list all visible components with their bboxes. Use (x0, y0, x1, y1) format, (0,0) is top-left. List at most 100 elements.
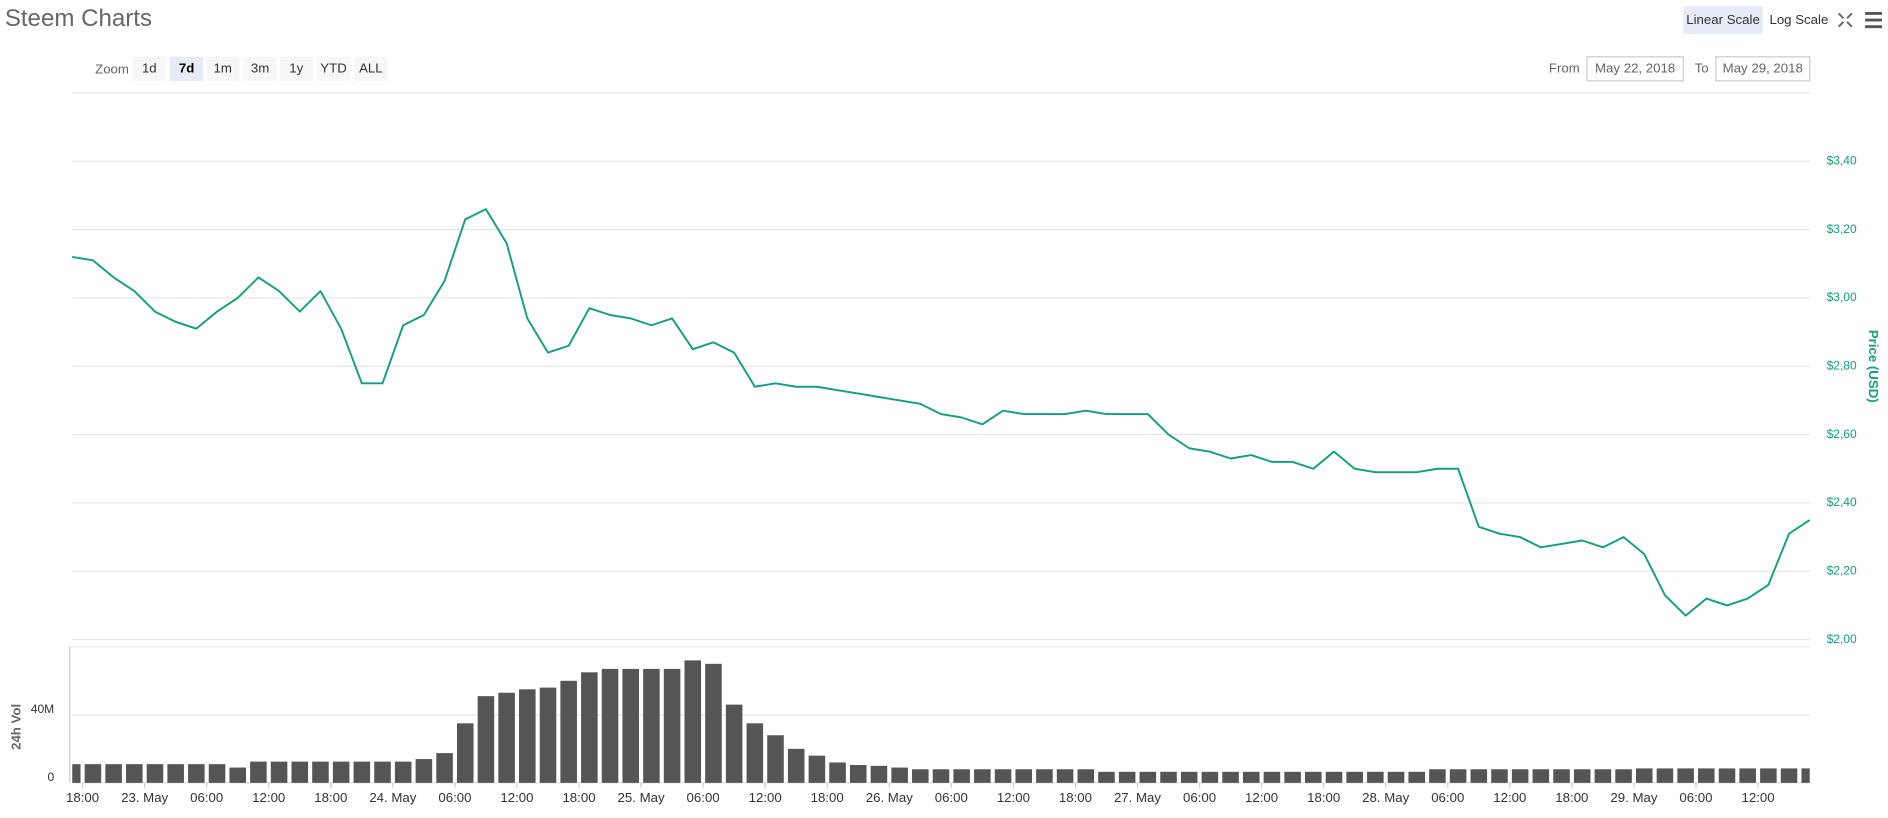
volume-bar (705, 663, 722, 783)
volume-bar (1118, 771, 1136, 783)
button-label: ALL (359, 60, 383, 75)
x-tick-label: 18:00 (562, 790, 595, 805)
zoom-button[interactable]: ALL (354, 56, 388, 81)
volume-bar (1760, 768, 1777, 783)
zoom-button[interactable]: 1d (132, 56, 167, 81)
x-tick-label: 26. May (866, 790, 913, 805)
volume-bar (436, 753, 453, 783)
from-input[interactable]: May 22, 2018 (1586, 56, 1684, 82)
volume-bar (291, 761, 309, 783)
volume-bar (126, 764, 143, 783)
volume-bar (1511, 769, 1529, 783)
volume-bar (1449, 769, 1467, 783)
button-bg (279, 56, 314, 81)
price-line (72, 208, 1811, 617)
volume-bar (312, 761, 329, 783)
menu-icon[interactable] (1865, 12, 1882, 29)
fullscreen-icon[interactable] (1837, 12, 1853, 28)
to-label: To (1695, 60, 1709, 75)
volume-bar (1615, 769, 1632, 783)
x-tick-label: 28. May (1362, 790, 1409, 805)
volume-bar (932, 769, 950, 783)
volume-bar (1367, 771, 1384, 783)
x-tick-label: 06:00 (1679, 790, 1712, 805)
zoom-button[interactable]: YTD (316, 56, 351, 81)
volume-bar (1263, 771, 1281, 783)
volume-bar (519, 689, 536, 783)
scale-button[interactable]: Log Scale (1769, 12, 1828, 27)
button-label: 7d (179, 60, 194, 75)
volume-bar (1015, 769, 1033, 783)
volume-bar (105, 764, 122, 783)
zoom-button[interactable]: 7d (169, 56, 204, 81)
volume-bar (1242, 771, 1260, 783)
button-label: Log Scale (1769, 12, 1828, 27)
volume-bar (1470, 769, 1488, 783)
volume-bar (1139, 771, 1157, 783)
to-input[interactable]: May 29, 2018 (1715, 56, 1811, 82)
x-tick-label: 18:00 (314, 790, 347, 805)
button-label: YTD (320, 60, 346, 75)
fullscreen-glyph (1837, 12, 1853, 28)
volume-bar (1387, 771, 1405, 783)
volume-bar (146, 764, 164, 783)
volume-bar (477, 696, 495, 783)
x-tick-label: 25. May (618, 790, 665, 805)
chart-title: Steem Charts (5, 5, 152, 32)
volume-bar (1056, 769, 1074, 783)
volume-bar (1098, 771, 1115, 783)
y-tick-label: $3,40 (1827, 153, 1857, 167)
volume-bar (870, 765, 888, 783)
volume-bar (787, 748, 805, 783)
input-box (1586, 56, 1684, 82)
button-bg (354, 56, 388, 81)
volume-bar (581, 672, 598, 783)
x-tick-label: 12:00 (1741, 790, 1774, 805)
volume-bar (1491, 769, 1508, 783)
button-label: 1y (289, 60, 303, 75)
x-tick-label: 06:00 (1183, 790, 1216, 805)
button-bg (243, 56, 277, 81)
x-tick-label: 06:00 (687, 790, 720, 805)
zoom-button[interactable]: 1m (205, 56, 240, 81)
volume-bar (1677, 768, 1694, 783)
volume-bar (746, 723, 764, 783)
volume-bar (250, 761, 267, 783)
zoom-button[interactable]: 3m (243, 56, 277, 81)
volume-bar (1553, 769, 1570, 783)
volume-bar (1739, 768, 1756, 783)
x-tick-label: 06:00 (438, 790, 471, 805)
button-label: 1m (214, 60, 232, 75)
x-tick-label: 18:00 (811, 790, 844, 805)
x-tick-label: 12:00 (749, 790, 782, 805)
volume-bar (188, 764, 205, 783)
volume-bar (456, 723, 474, 783)
volume-bar (1284, 771, 1301, 783)
volume-bar (1180, 771, 1198, 783)
volume-bar (1594, 769, 1612, 783)
volume-bar (725, 704, 743, 783)
scale-button[interactable]: Linear Scale (1683, 6, 1763, 34)
volume-bar (1780, 768, 1798, 783)
volume-bar (1532, 769, 1550, 783)
x-tick-label: 12:00 (997, 790, 1030, 805)
volume-bar (643, 668, 660, 783)
input-box (1715, 56, 1811, 82)
x-tick-label: 12:00 (500, 790, 533, 805)
zoom-button[interactable]: 1y (279, 56, 314, 81)
y-tick-label: $3,00 (1827, 290, 1857, 304)
volume-bar (539, 687, 557, 783)
volume-bar (1325, 771, 1343, 783)
x-tick-label: 18:00 (1059, 790, 1092, 805)
x-tick-label: 06:00 (1431, 790, 1464, 805)
x-tick-label: 18:00 (1555, 790, 1588, 805)
volume-bar (208, 764, 226, 783)
x-tick-label: 24. May (369, 790, 416, 805)
button-bg (169, 56, 204, 81)
volume-bar (974, 769, 991, 783)
button-label: 1d (142, 60, 157, 75)
volume-bar (1201, 771, 1219, 783)
button-label: Linear Scale (1686, 12, 1760, 27)
